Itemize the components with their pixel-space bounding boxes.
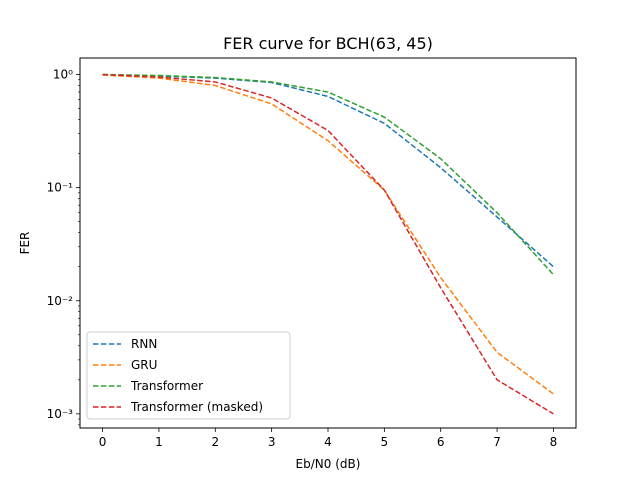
chart-title: FER curve for BCH(63, 45)	[223, 34, 433, 53]
y-tick-label: 10⁰	[53, 68, 73, 82]
x-tick-label: 7	[493, 435, 501, 449]
x-tick-label: 1	[155, 435, 163, 449]
x-tick-label: 0	[99, 435, 107, 449]
y-tick-label: 10⁻¹	[47, 181, 74, 195]
x-axis-title: Eb/N0 (dB)	[296, 457, 361, 471]
series-line-1	[102, 74, 554, 395]
x-tick-label: 5	[381, 435, 389, 449]
series-line-3	[102, 73, 554, 415]
x-axis: 0 1 2 3 4 5 6 7 8	[99, 428, 558, 449]
x-tick-label: 2	[211, 435, 219, 449]
series-line-2	[102, 73, 555, 276]
legend: RNN GRU Transformer Transformer (masked)	[86, 331, 291, 420]
y-axis-title: FER	[18, 232, 32, 255]
y-axis: 10⁰ 10⁻¹ 10⁻² 10⁻³	[47, 68, 80, 426]
legend-label-0: RNN	[131, 337, 157, 351]
x-tick-label: 3	[268, 435, 276, 449]
legend-label-1: GRU	[131, 358, 157, 372]
legend-label-2: Transformer	[130, 379, 203, 393]
plot-area	[102, 73, 555, 415]
y-tick-label: 10⁻³	[47, 407, 74, 421]
x-tick-label: 4	[324, 435, 332, 449]
legend-label-3: Transformer (masked)	[130, 400, 263, 414]
legend-box	[86, 331, 291, 420]
x-tick-label: 6	[437, 435, 445, 449]
y-tick-label: 10⁻²	[47, 294, 74, 308]
x-tick-label: 8	[550, 435, 558, 449]
